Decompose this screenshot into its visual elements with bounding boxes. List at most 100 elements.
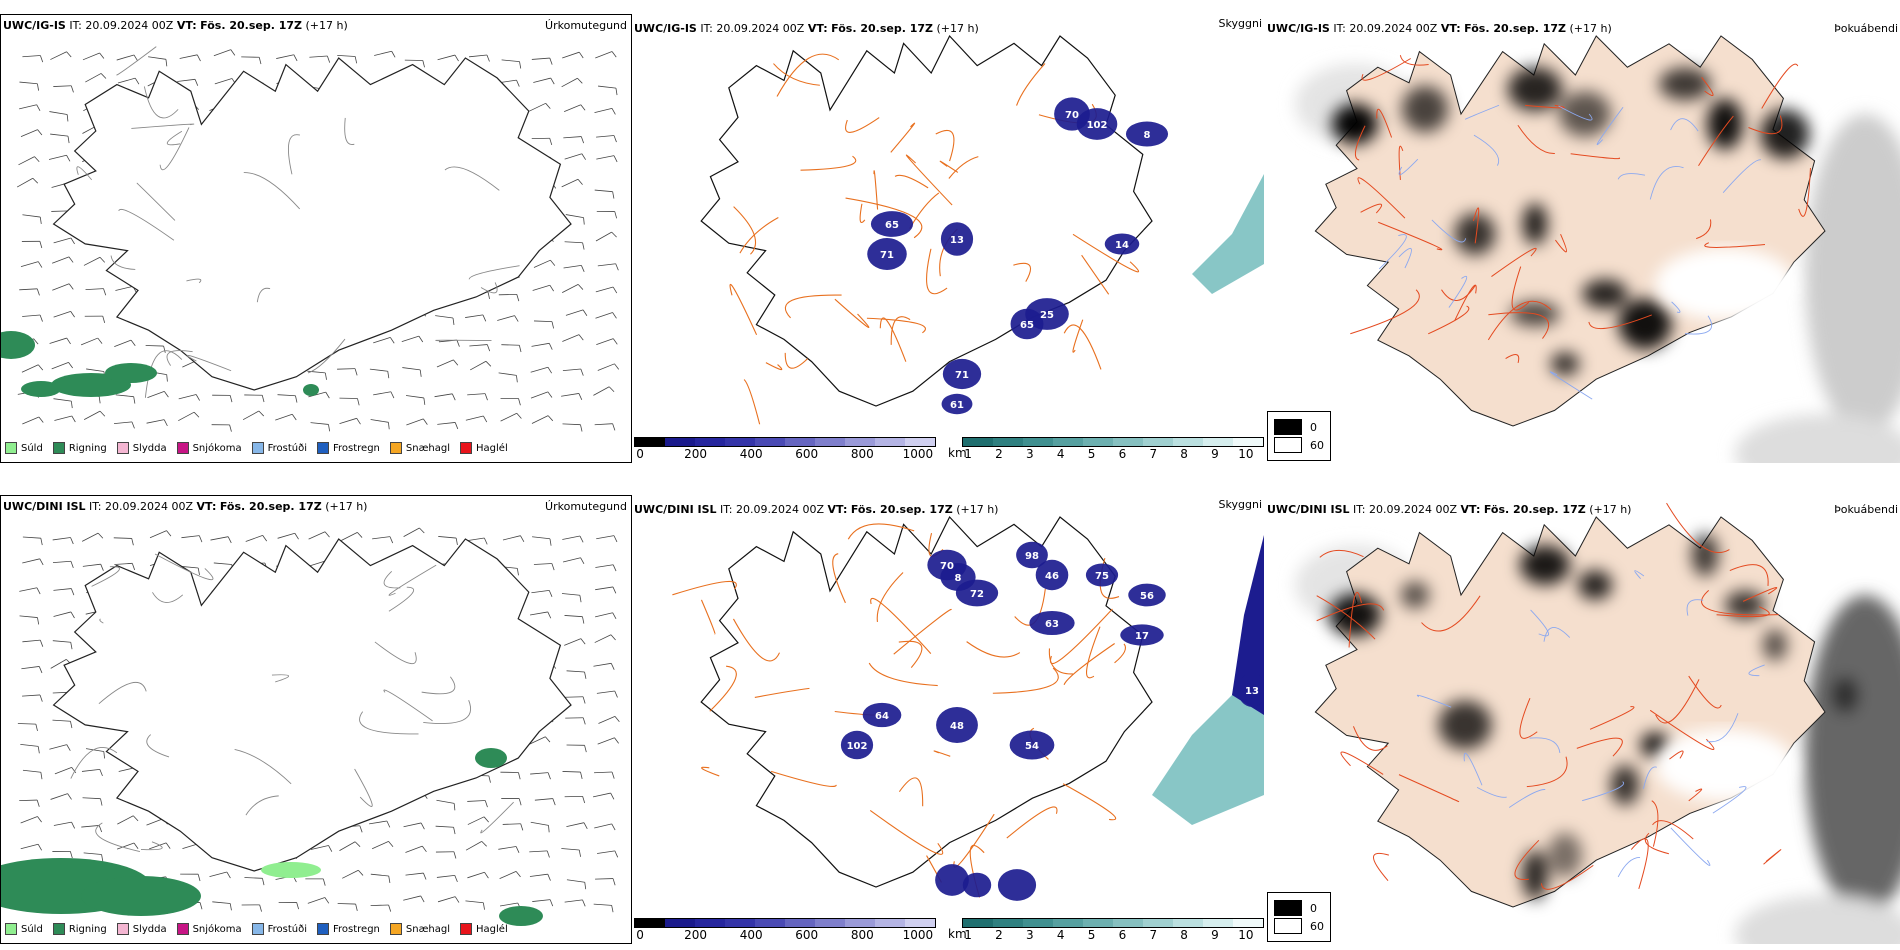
ceiling-value-label: 70 (940, 561, 954, 572)
legend-label: Frostregn (333, 442, 380, 454)
cloud-area (1085, 563, 1119, 587)
colorbar-segment (845, 438, 875, 446)
legend-label: Súld (21, 442, 43, 454)
precip-legend-item: Rigning (52, 923, 107, 935)
colorbar-segment (755, 438, 785, 446)
panel-title: UWC/DINI ISL IT: 20.09.2024 00Z VT: Fös.… (3, 500, 368, 513)
cloud-area (935, 864, 969, 896)
colorbar-tick-label: 2 (995, 447, 1003, 461)
cloud-area (1009, 730, 1055, 760)
fog-legend: 0 60 (1267, 892, 1331, 942)
colorbar-segment (1233, 919, 1263, 927)
colorbar-segment (665, 438, 695, 446)
colorbar-strip (634, 918, 936, 928)
fog-areas (1332, 67, 1810, 376)
cloud-area (962, 872, 992, 898)
legend-label: Snæhagl (405, 442, 451, 454)
ceiling-value-label: 64 (875, 711, 889, 722)
cloud-area (1104, 233, 1140, 255)
cloud-area (942, 358, 982, 390)
road-network (70, 553, 514, 853)
colorbar-strip (962, 437, 1264, 447)
fog-panel-bottom: UWC/DINI ISL IT: 20.09.2024 00Z VT: Fös.… (1265, 495, 1900, 944)
ceiling-value-label: 61 (950, 400, 964, 411)
legend-swatch (116, 923, 129, 935)
cloud-ceiling-labels: 708 98 46 75 56 17 72 63 64 102 48 54 13 (847, 551, 1259, 752)
rain-area (105, 363, 157, 383)
rain-area (21, 381, 61, 397)
visibility-colorbar: km 1 2 3 4 5 6 7 8 9 10 (948, 918, 1264, 942)
colorbar-tick-label: 200 (684, 447, 708, 461)
precip-legend-item: Súld (5, 923, 43, 935)
panel-title: UWC/DINI ISL IT: 20.09.2024 00Z VT: Fös.… (634, 503, 999, 516)
road-network (1350, 55, 1811, 364)
panel-type-label: Þokuábendi (1834, 22, 1898, 35)
legend-swatch (176, 442, 189, 454)
rain-area (81, 876, 201, 916)
colorbar-tick-label: 800 (850, 928, 874, 942)
colorbar-segment (635, 438, 665, 446)
colorbar-tick-label: 0 (636, 447, 644, 461)
precip-legend-item: Frostúði (251, 923, 307, 935)
ceiling-value-label: 63 (1045, 619, 1059, 630)
cloud-area (1125, 121, 1169, 147)
colorbar-tick-label: 9 (1211, 928, 1219, 942)
colorbar-segment (1203, 919, 1233, 927)
cloud-area (862, 702, 902, 728)
iceland-coastline (700, 34, 1153, 407)
river-network (1378, 104, 1761, 400)
iceland-coastline (700, 515, 1153, 888)
ceiling-value-label: 8 (1144, 130, 1151, 141)
cloud-area (997, 869, 1037, 901)
panel-title: UWC/IG-IS IT: 20.09.2024 00Z VT: Fös. 20… (634, 22, 979, 35)
colorbar-tick-label: 200 (684, 928, 708, 942)
colorbar-tick-label: 5 (1087, 447, 1096, 461)
fog-map-top (1295, 35, 1900, 463)
fog-panel-top: UWC/IG-IS IT: 20.09.2024 00Z VT: Fös. 20… (1265, 14, 1900, 463)
precip-legend-item: Snæhagl (389, 923, 450, 935)
colorbar-tick-label: 8 (1180, 447, 1188, 461)
colorbar-tick-label: 4 (1056, 928, 1065, 942)
ceiling-value-label: 48 (950, 721, 964, 732)
cloud-area (1035, 559, 1069, 591)
legend-label: Frostregn (333, 923, 380, 935)
rain-area (499, 906, 543, 926)
legend-swatch (251, 442, 264, 454)
colorbar-tick-label: 3 (1025, 447, 1034, 461)
legend-label: 60 (1310, 919, 1324, 933)
colorbar-segment (635, 919, 665, 927)
colorbar-segment (1023, 919, 1053, 927)
ceiling-value-label: 54 (1025, 741, 1039, 752)
legend-swatch (389, 442, 402, 454)
colorbar-segment (1083, 919, 1113, 927)
fog-legend-item: 0 (1274, 900, 1324, 916)
precip-legend-item: Slydda (116, 923, 167, 935)
colorbar-tick-label: 4 (1056, 447, 1065, 461)
cloud-area (867, 238, 907, 270)
colorbar-segment (1143, 919, 1173, 927)
ceiling-value-label: 102 (847, 741, 868, 752)
rain-area (1, 331, 35, 359)
legend-label: 60 (1310, 438, 1324, 452)
visibility-colorbar: km 1 2 3 4 5 6 7 8 9 10 (948, 437, 1264, 461)
colorbar-segment (1053, 438, 1083, 446)
colorbar-ticks: 1 2 3 4 5 6 7 8 9 10 (962, 447, 1264, 461)
legend-swatch (1274, 419, 1302, 435)
precip-legend-item: Frostúði (251, 442, 307, 454)
cloud-ceiling-labels: 70 102 8 65 71 13 65 71 61 14 25 (880, 110, 1150, 411)
colorbar-tick-label: 6 (1118, 447, 1127, 461)
cloud-area (955, 579, 999, 607)
precip-panel-bottom: UWC/DINI ISL IT: 20.09.2024 00Z VT: Fös.… (0, 495, 632, 944)
ceiling-value-label: 102 (1087, 120, 1108, 131)
precip-legend-item: Rigning (52, 442, 107, 454)
road-network (672, 523, 1127, 898)
ceiling-value-label: 65 (885, 220, 899, 231)
precip-legend-item: Frostregn (317, 442, 380, 454)
ceiling-value-label: 46 (1045, 571, 1059, 582)
fog-map-bottom (1295, 502, 1900, 944)
colorbar-segment (1143, 438, 1173, 446)
colorbar-unit: km (948, 446, 967, 460)
ceiling-value-label: 13 (1245, 686, 1259, 697)
ceiling-value-label: 98 (1025, 551, 1039, 562)
colorbar-segment (1023, 438, 1053, 446)
